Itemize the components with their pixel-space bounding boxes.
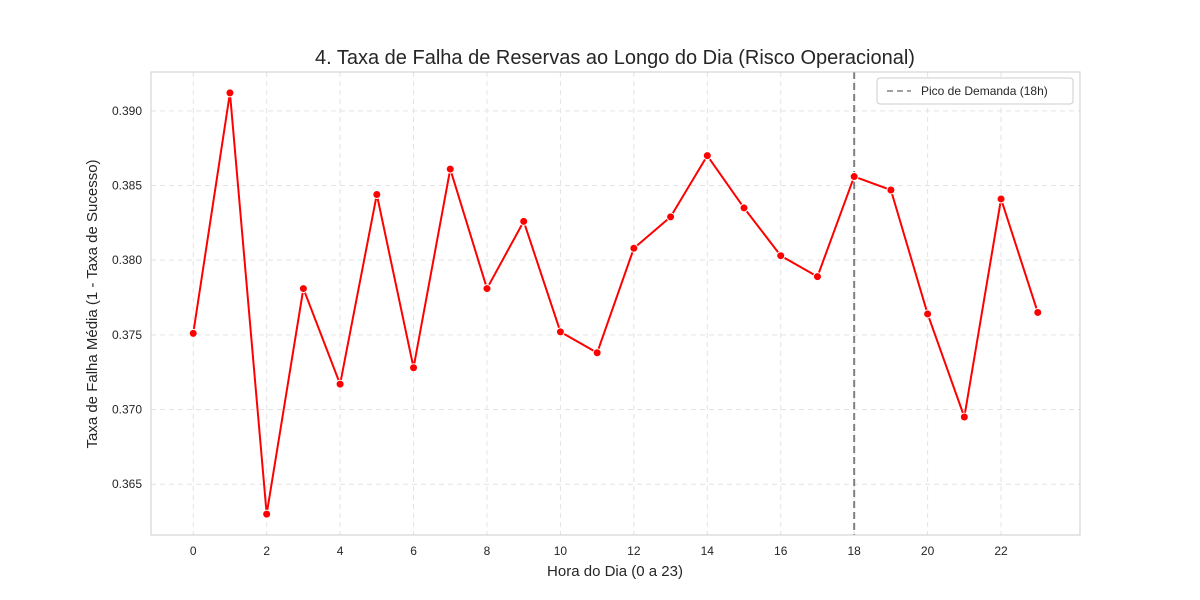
data-point <box>923 309 933 319</box>
y-axis-label: Taxa de Falha Média (1 - Taxa de Sucesso… <box>84 159 101 448</box>
data-point <box>849 172 859 182</box>
data-point <box>262 509 272 519</box>
x-axis-label: Hora do Dia (0 a 23) <box>547 563 683 580</box>
x-tick-label: 4 <box>337 544 344 558</box>
x-tick-label: 2 <box>263 544 270 558</box>
data-point <box>519 216 529 226</box>
data-point <box>776 251 786 261</box>
data-point <box>629 243 639 253</box>
legend-label: Pico de Demanda (18h) <box>921 84 1048 98</box>
data-point <box>739 203 749 213</box>
data-point <box>555 327 565 337</box>
y-tick-label: 0.390 <box>112 104 142 118</box>
data-point <box>445 164 455 174</box>
data-point <box>225 88 235 98</box>
x-tick-label: 6 <box>410 544 417 558</box>
series-line <box>192 91 1039 516</box>
data-point <box>812 272 822 282</box>
legend-box <box>876 77 1074 105</box>
data-point <box>335 379 345 389</box>
x-tick-label: 14 <box>701 544 715 558</box>
data-point <box>996 194 1006 204</box>
data-point <box>409 363 419 373</box>
x-tick-label: 16 <box>774 544 788 558</box>
y-ticks: 0.365 0.370 0.375 0.380 0.385 0.390 <box>112 104 142 491</box>
grid <box>151 72 1080 535</box>
x-tick-label: 8 <box>484 544 491 558</box>
x-tick-label: 20 <box>921 544 935 558</box>
data-point <box>188 328 198 338</box>
series-group <box>188 88 1043 519</box>
y-tick-label: 0.380 <box>112 253 142 267</box>
data-point <box>592 348 602 358</box>
data-point <box>372 189 382 199</box>
y-tick-label: 0.385 <box>112 179 142 193</box>
x-tick-label: 10 <box>554 544 568 558</box>
x-tick-label: 12 <box>627 544 641 558</box>
data-point <box>702 151 712 161</box>
legend: Pico de Demanda (18h) <box>876 77 1074 105</box>
x-tick-label: 18 <box>847 544 861 558</box>
data-point <box>959 412 969 422</box>
data-point <box>298 284 308 294</box>
data-point <box>482 284 492 294</box>
y-tick-label: 0.370 <box>112 403 142 417</box>
x-tick-label: 22 <box>994 544 1008 558</box>
data-point <box>886 185 896 195</box>
data-point <box>666 212 676 222</box>
x-ticks: 0 2 4 6 8 10 12 14 16 18 20 22 <box>190 544 1008 558</box>
y-tick-label: 0.365 <box>112 477 142 491</box>
y-tick-label: 0.375 <box>112 328 142 342</box>
x-tick-label: 0 <box>190 544 197 558</box>
plot-frame <box>150 71 1081 536</box>
chart-title: 4. Taxa de Falha de Reservas ao Longo do… <box>315 47 915 69</box>
data-point <box>1033 307 1043 317</box>
